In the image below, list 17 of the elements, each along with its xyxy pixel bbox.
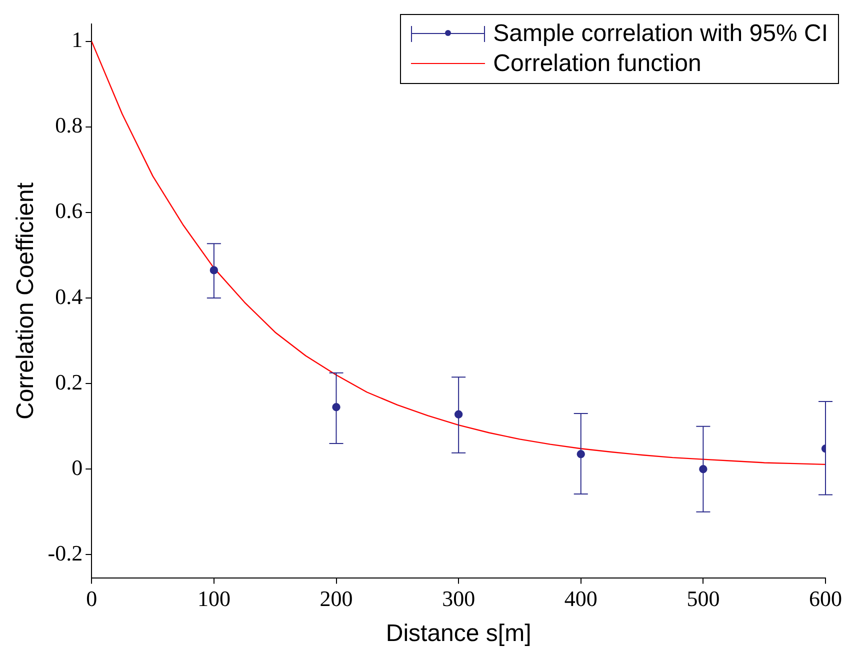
- y-axis-title: Correlation Coefficient: [12, 182, 40, 420]
- x-tick-label: 600: [809, 586, 842, 611]
- x-tick-label: 400: [564, 586, 598, 611]
- legend-label: Sample correlation with 95% CI: [493, 19, 828, 49]
- y-tick-label: 0.6: [55, 198, 83, 224]
- x-tick-label: 200: [320, 586, 353, 611]
- y-tick-label: 0.4: [55, 284, 83, 309]
- legend-label: Correlation function: [493, 49, 702, 79]
- y-tick-label: 0.2: [55, 369, 83, 394]
- x-tick-label: 300: [442, 586, 476, 611]
- y-tick-label: 1: [72, 27, 83, 52]
- y-tick-label: 0: [72, 454, 83, 480]
- x-tick-label: 100: [197, 586, 230, 611]
- x-tick-label: 500: [686, 586, 720, 611]
- y-tick-label: 0.8: [55, 112, 83, 138]
- x-axis-title: Distance s[m]: [386, 620, 532, 648]
- y-tick-label: -0.2: [48, 540, 83, 566]
